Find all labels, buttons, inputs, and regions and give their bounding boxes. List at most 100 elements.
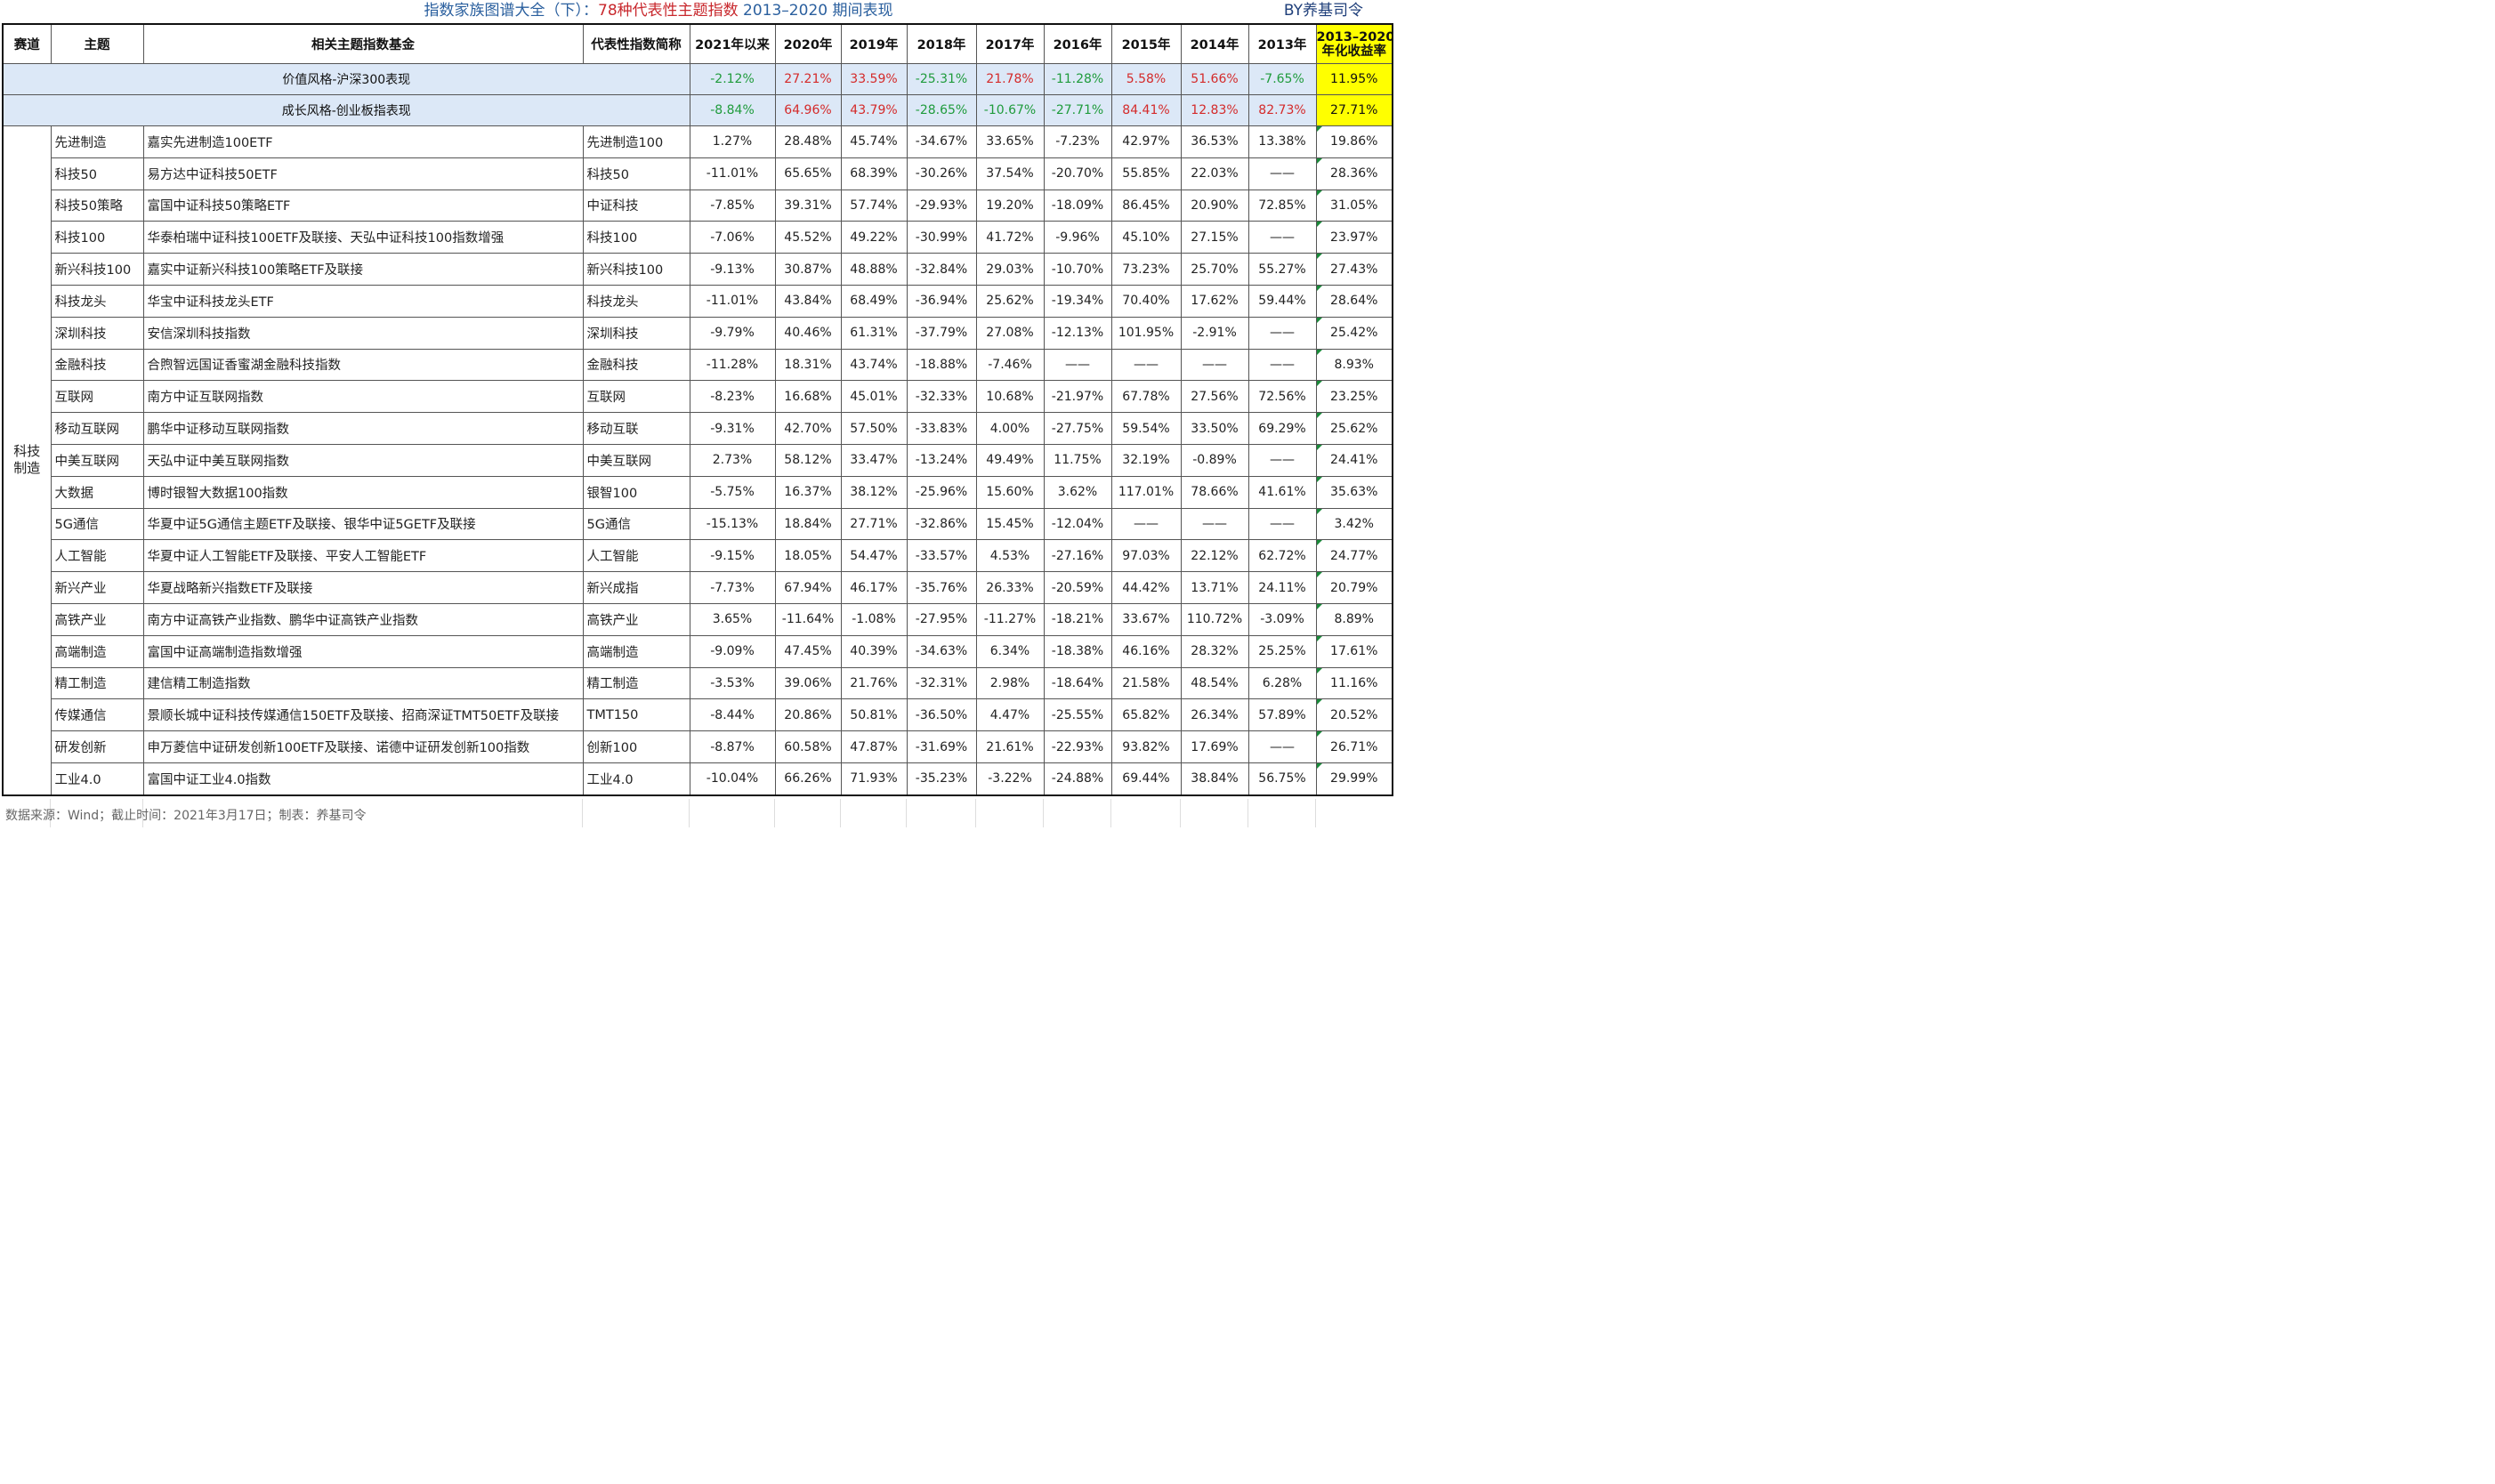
annualized-cell: 28.64%: [1315, 284, 1393, 318]
title-part-4: 2013–2020 期间表现: [738, 2, 893, 20]
return-cell: -25.55%: [1043, 698, 1112, 732]
return-cell: 13.38%: [1248, 125, 1317, 158]
fund-cell: 博时银智大数据100指数: [142, 475, 584, 509]
return-cell: 43.74%: [840, 348, 908, 382]
annualized-cell: 11.16%: [1315, 666, 1393, 700]
fund-cell: 南方中证高铁产业指数、鹏华中证高铁产业指数: [142, 602, 584, 636]
return-cell: -11.64%: [774, 602, 842, 636]
header-cell: 2015年: [1110, 23, 1182, 64]
return-cell: 18.05%: [774, 539, 842, 573]
fund-cell: 合煦智远国证香蜜湖金融科技指数: [142, 348, 584, 382]
return-cell: 47.45%: [774, 634, 842, 668]
return-cell: -36.50%: [906, 698, 977, 732]
table-row: 科技龙头 华宝中证科技龙头ETF 科技龙头 -11.01% 43.84% 68.49% -3…: [3, 284, 1393, 318]
return-cell: -9.15%: [689, 539, 776, 573]
annualized-cell: 28.36%: [1315, 157, 1393, 190]
return-cell: 49.49%: [975, 443, 1045, 477]
header-cell: 2014年: [1180, 23, 1249, 64]
table-row: 研发创新 申万菱信中证研发创新100ETF及联接、诺德中证研发创新100指数 创新1…: [3, 730, 1393, 763]
return-cell: 110.72%: [1180, 602, 1249, 636]
return-cell: 21.61%: [975, 730, 1045, 763]
table-row: 科技50策略 富国中证科技50策略ETF 中证科技 -7.85% 39.31% 57.74…: [3, 189, 1393, 222]
return-cell: -3.53%: [689, 666, 776, 700]
track-label: 科技 制造: [2, 125, 52, 796]
return-cell: -21.97%: [1043, 380, 1112, 414]
return-cell: 27.15%: [1180, 221, 1249, 254]
return-cell: -33.57%: [906, 539, 977, 573]
return-cell: -9.79%: [689, 316, 776, 350]
return-cell: ——: [1110, 348, 1182, 382]
theme-cell: 科技50: [50, 157, 144, 190]
return-cell: -12.13%: [1043, 316, 1112, 350]
summary-value: 64.96%: [774, 94, 842, 126]
return-cell: 93.82%: [1110, 730, 1182, 763]
theme-cell: 工业4.0: [50, 762, 144, 796]
theme-cell: 科技50策略: [50, 189, 144, 222]
annualized-cell: 24.41%: [1315, 443, 1393, 477]
summary-label: 成长风格-创业板指表现: [2, 94, 690, 126]
header-row: 赛道 主题 相关主题指数基金 代表性指数简称 2021年以来 2020年 201…: [2, 23, 1393, 64]
return-cell: 50.81%: [840, 698, 908, 732]
return-cell: -27.95%: [906, 602, 977, 636]
return-cell: 44.42%: [1110, 571, 1182, 604]
return-cell: 48.88%: [840, 253, 908, 286]
theme-cell: 大数据: [50, 475, 144, 509]
header-cell: 2018年: [906, 23, 977, 64]
return-cell: 59.44%: [1248, 284, 1317, 318]
return-cell: 22.03%: [1180, 157, 1249, 190]
table-row: 中美互联网 天弘中证中美互联网指数 中美互联网 2.73% 58.12% 33.47% -1…: [3, 443, 1393, 477]
theme-cell: 移动互联网: [50, 412, 144, 445]
summary-value: 82.73%: [1248, 94, 1317, 126]
return-cell: 18.84%: [774, 507, 842, 541]
return-cell: -12.04%: [1043, 507, 1112, 541]
return-cell: -3.22%: [975, 762, 1045, 796]
summary-value: 5.58%: [1110, 63, 1182, 95]
return-cell: -27.16%: [1043, 539, 1112, 573]
return-cell: 33.67%: [1110, 602, 1182, 636]
fund-cell: 富国中证科技50策略ETF: [142, 189, 584, 222]
return-cell: 33.47%: [840, 443, 908, 477]
table-row: 科技 制造 先进制造 嘉实先进制造100ETF 先进制造100 1.27% 28.48% 45…: [2, 125, 1393, 796]
source-note: 数据来源：Wind；截止时间：2021年3月17日；制表：养基司令: [5, 809, 367, 823]
table-row: 金融科技 合煦智远国证香蜜湖金融科技指数 金融科技 -11.28% 18.31% 43.7…: [3, 348, 1393, 382]
return-cell: -9.96%: [1043, 221, 1112, 254]
summary-row: 成长风格-创业板指表现 -8.84% 64.96% 43.79% -28.65% -10.…: [2, 94, 1393, 126]
summary-value: -11.28%: [1043, 63, 1112, 95]
return-cell: -3.09%: [1248, 602, 1317, 636]
return-cell: 39.31%: [774, 189, 842, 222]
return-cell: -8.44%: [689, 698, 776, 732]
return-cell: -20.59%: [1043, 571, 1112, 604]
return-cell: 15.60%: [975, 475, 1045, 509]
return-cell: -11.01%: [689, 157, 776, 190]
summary-row: 价值风格-沪深300表现 -2.12% 27.21% 33.59% -25.31% 21.…: [2, 63, 1393, 95]
return-cell: 27.56%: [1180, 380, 1249, 414]
theme-cell: 科技龙头: [50, 284, 144, 318]
return-cell: -1.08%: [840, 602, 908, 636]
return-cell: -32.84%: [906, 253, 977, 286]
return-cell: 26.33%: [975, 571, 1045, 604]
return-cell: 46.17%: [840, 571, 908, 604]
return-cell: 62.72%: [1248, 539, 1317, 573]
return-cell: 60.58%: [774, 730, 842, 763]
theme-cell: 新兴产业: [50, 571, 144, 604]
return-cell: 66.26%: [774, 762, 842, 796]
return-cell: 101.95%: [1110, 316, 1182, 350]
return-cell: 19.20%: [975, 189, 1045, 222]
fund-cell: 富国中证工业4.0指数: [142, 762, 584, 796]
index-name-cell: 深圳科技: [582, 316, 690, 350]
fund-cell: 建信精工制造指数: [142, 666, 584, 700]
return-cell: 67.94%: [774, 571, 842, 604]
table-row: 传媒通信 景顺长城中证科技传媒通信150ETF及联接、招商深证TMT50ETF及联…: [3, 698, 1393, 732]
return-cell: -32.33%: [906, 380, 977, 414]
return-cell: 15.45%: [975, 507, 1045, 541]
return-cell: 21.58%: [1110, 666, 1182, 700]
fund-cell: 鹏华中证移动互联网指数: [142, 412, 584, 445]
fund-cell: 富国中证高端制造指数增强: [142, 634, 584, 668]
return-cell: ——: [1248, 507, 1317, 541]
annualized-cell: 23.97%: [1315, 221, 1393, 254]
return-cell: 57.74%: [840, 189, 908, 222]
return-cell: 20.90%: [1180, 189, 1249, 222]
annualized-cell: 31.05%: [1315, 189, 1393, 222]
return-cell: 68.49%: [840, 284, 908, 318]
return-cell: 3.65%: [689, 602, 776, 636]
